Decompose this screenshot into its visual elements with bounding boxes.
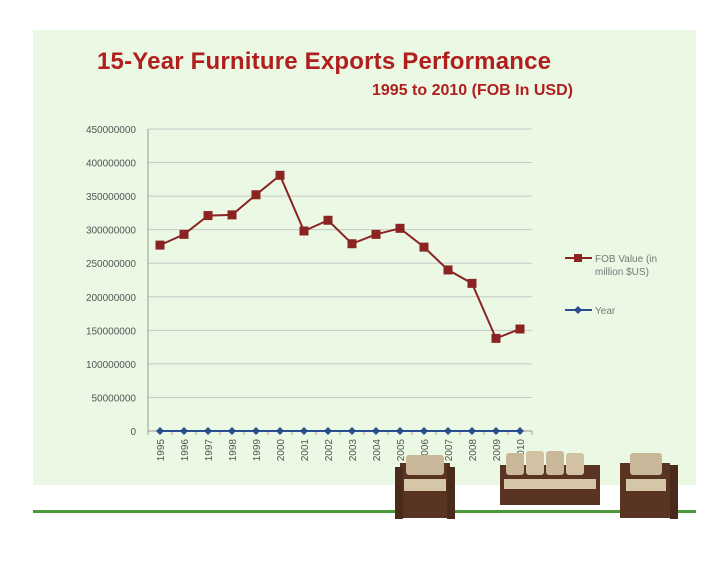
y-tick-label: 300000000 xyxy=(86,226,136,237)
year-point xyxy=(396,426,404,435)
legend: FOB Value (in million $US) Year xyxy=(565,254,657,317)
year-point xyxy=(180,426,188,435)
x-tick-label: 2003 xyxy=(348,439,359,462)
year-point xyxy=(276,426,284,435)
x-tick-label: 2008 xyxy=(468,439,479,462)
year-point xyxy=(348,426,356,435)
page-title: 15-Year Furniture Exports Performance xyxy=(97,48,552,75)
year-point xyxy=(324,426,332,435)
y-tick-label: 400000000 xyxy=(86,159,136,170)
y-tick-label: 250000000 xyxy=(86,259,136,270)
sofa-cushion-2 xyxy=(526,451,544,475)
x-tick-label: 2004 xyxy=(372,439,383,462)
year-point xyxy=(204,426,212,435)
fob-point xyxy=(323,215,333,225)
sofa-cushion-3 xyxy=(546,451,564,475)
x-tick-label: 2001 xyxy=(300,439,311,462)
x-tick-label: 1996 xyxy=(180,439,191,462)
year-point xyxy=(300,426,308,435)
fob-point xyxy=(491,333,501,343)
year-point xyxy=(228,426,236,435)
x-tick-label: 2006 xyxy=(420,439,431,462)
fob-point xyxy=(299,226,309,236)
fob-series-line xyxy=(159,173,521,340)
x-tick-label: 1995 xyxy=(156,439,167,462)
x-tick-label: 2010 xyxy=(516,439,527,462)
year-point xyxy=(468,426,476,435)
y-tick-label: 450000000 xyxy=(86,125,136,136)
y-tick-label: 350000000 xyxy=(86,192,136,203)
fob-point xyxy=(395,223,405,233)
y-tick-labels: 450000000 400000000 350000000 300000000 2500… xyxy=(86,125,137,438)
year-point xyxy=(372,426,380,435)
fob-point xyxy=(347,239,357,249)
gridlines xyxy=(148,128,532,398)
series-lines xyxy=(155,170,525,435)
y-tick-label: 50000000 xyxy=(92,393,137,404)
fob-point xyxy=(467,278,477,288)
x-tick-label: 2005 xyxy=(396,439,407,462)
fob-point xyxy=(443,265,453,275)
page-subtitle: 1995 to 2010 (FOB In USD) xyxy=(372,82,573,99)
y-tick-label: 100000000 xyxy=(86,360,136,371)
x-tick-label: 2007 xyxy=(444,439,455,462)
fob-point xyxy=(275,170,285,180)
legend-label-year: Year xyxy=(595,306,616,317)
y-tick-label: 200000000 xyxy=(86,293,136,304)
year-point xyxy=(156,426,164,435)
year-point xyxy=(492,426,500,435)
armchair-left-arm2 xyxy=(447,467,455,519)
fob-point xyxy=(419,242,429,252)
y-tick-label: 0 xyxy=(130,427,136,438)
year-point xyxy=(444,426,452,435)
year-point xyxy=(252,426,260,435)
x-tick-labels: 1995 1996 1997 1998 1999 2000 2001 2002 2003 2004… xyxy=(156,439,527,462)
year-point xyxy=(516,426,524,435)
legend-marker-year xyxy=(574,306,582,314)
armchair-left-seat xyxy=(404,479,446,491)
fob-point xyxy=(155,240,165,250)
furniture-image xyxy=(395,451,678,519)
bottom-divider xyxy=(33,510,696,513)
fob-point xyxy=(371,229,381,239)
x-tick-label: 1997 xyxy=(204,439,215,462)
x-tick-label: 2000 xyxy=(276,439,287,462)
armchair-right-arm xyxy=(670,465,678,519)
year-point xyxy=(420,426,428,435)
legend-marker-fob xyxy=(574,254,582,262)
sofa-cushion-4 xyxy=(566,453,584,475)
fob-point xyxy=(203,211,213,221)
x-tick-label: 1999 xyxy=(252,439,263,462)
x-tick-label: 2002 xyxy=(324,439,335,462)
x-tick-label: 1998 xyxy=(228,439,239,462)
armchair-left-cushion xyxy=(406,455,444,475)
legend-label-fob: FOB Value (in million $US) xyxy=(595,254,657,278)
fob-point xyxy=(515,324,525,334)
fob-point xyxy=(179,229,189,239)
x-tick-label: 2009 xyxy=(492,439,503,462)
armchair-left-arm xyxy=(395,467,403,519)
y-tick-label: 150000000 xyxy=(86,326,136,337)
fob-point xyxy=(251,190,261,200)
fob-point xyxy=(227,210,237,220)
sofa-seat xyxy=(504,479,596,489)
armchair-right-cushion xyxy=(630,453,662,475)
armchair-right-seat xyxy=(626,479,666,491)
sofa-cushion-1 xyxy=(506,453,524,475)
